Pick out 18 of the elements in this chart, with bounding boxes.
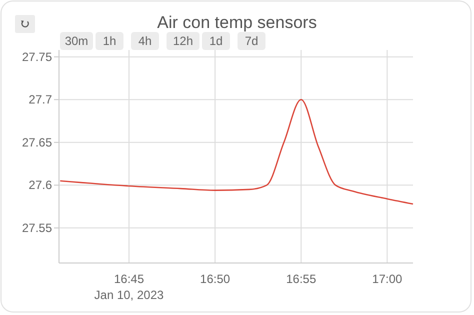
y-tick-label: 27.7: [28, 92, 52, 107]
chart-title: Air con temp sensors: [157, 13, 317, 32]
text: Jan 10, 2023: [94, 288, 164, 302]
text: 1d: [209, 34, 223, 48]
x-tick-label: 16:55: [286, 272, 316, 286]
text: 7d: [244, 34, 258, 48]
text: 30m: [64, 34, 88, 48]
text: 1h: [102, 34, 116, 48]
y-tick-label: 27.6: [28, 178, 52, 192]
y-tick-label: 27.55: [22, 220, 52, 235]
text: 12h: [172, 34, 194, 48]
x-tick-label: 17:00: [372, 272, 403, 286]
x-tick-label: 16:50: [200, 272, 230, 286]
y-tick-label: 27.75: [22, 50, 52, 64]
x-tick-label: 16:45: [114, 272, 144, 286]
y-tick-label: 27.65: [22, 135, 52, 150]
line-series: [59, 98, 414, 205]
text: 4h: [138, 34, 152, 48]
